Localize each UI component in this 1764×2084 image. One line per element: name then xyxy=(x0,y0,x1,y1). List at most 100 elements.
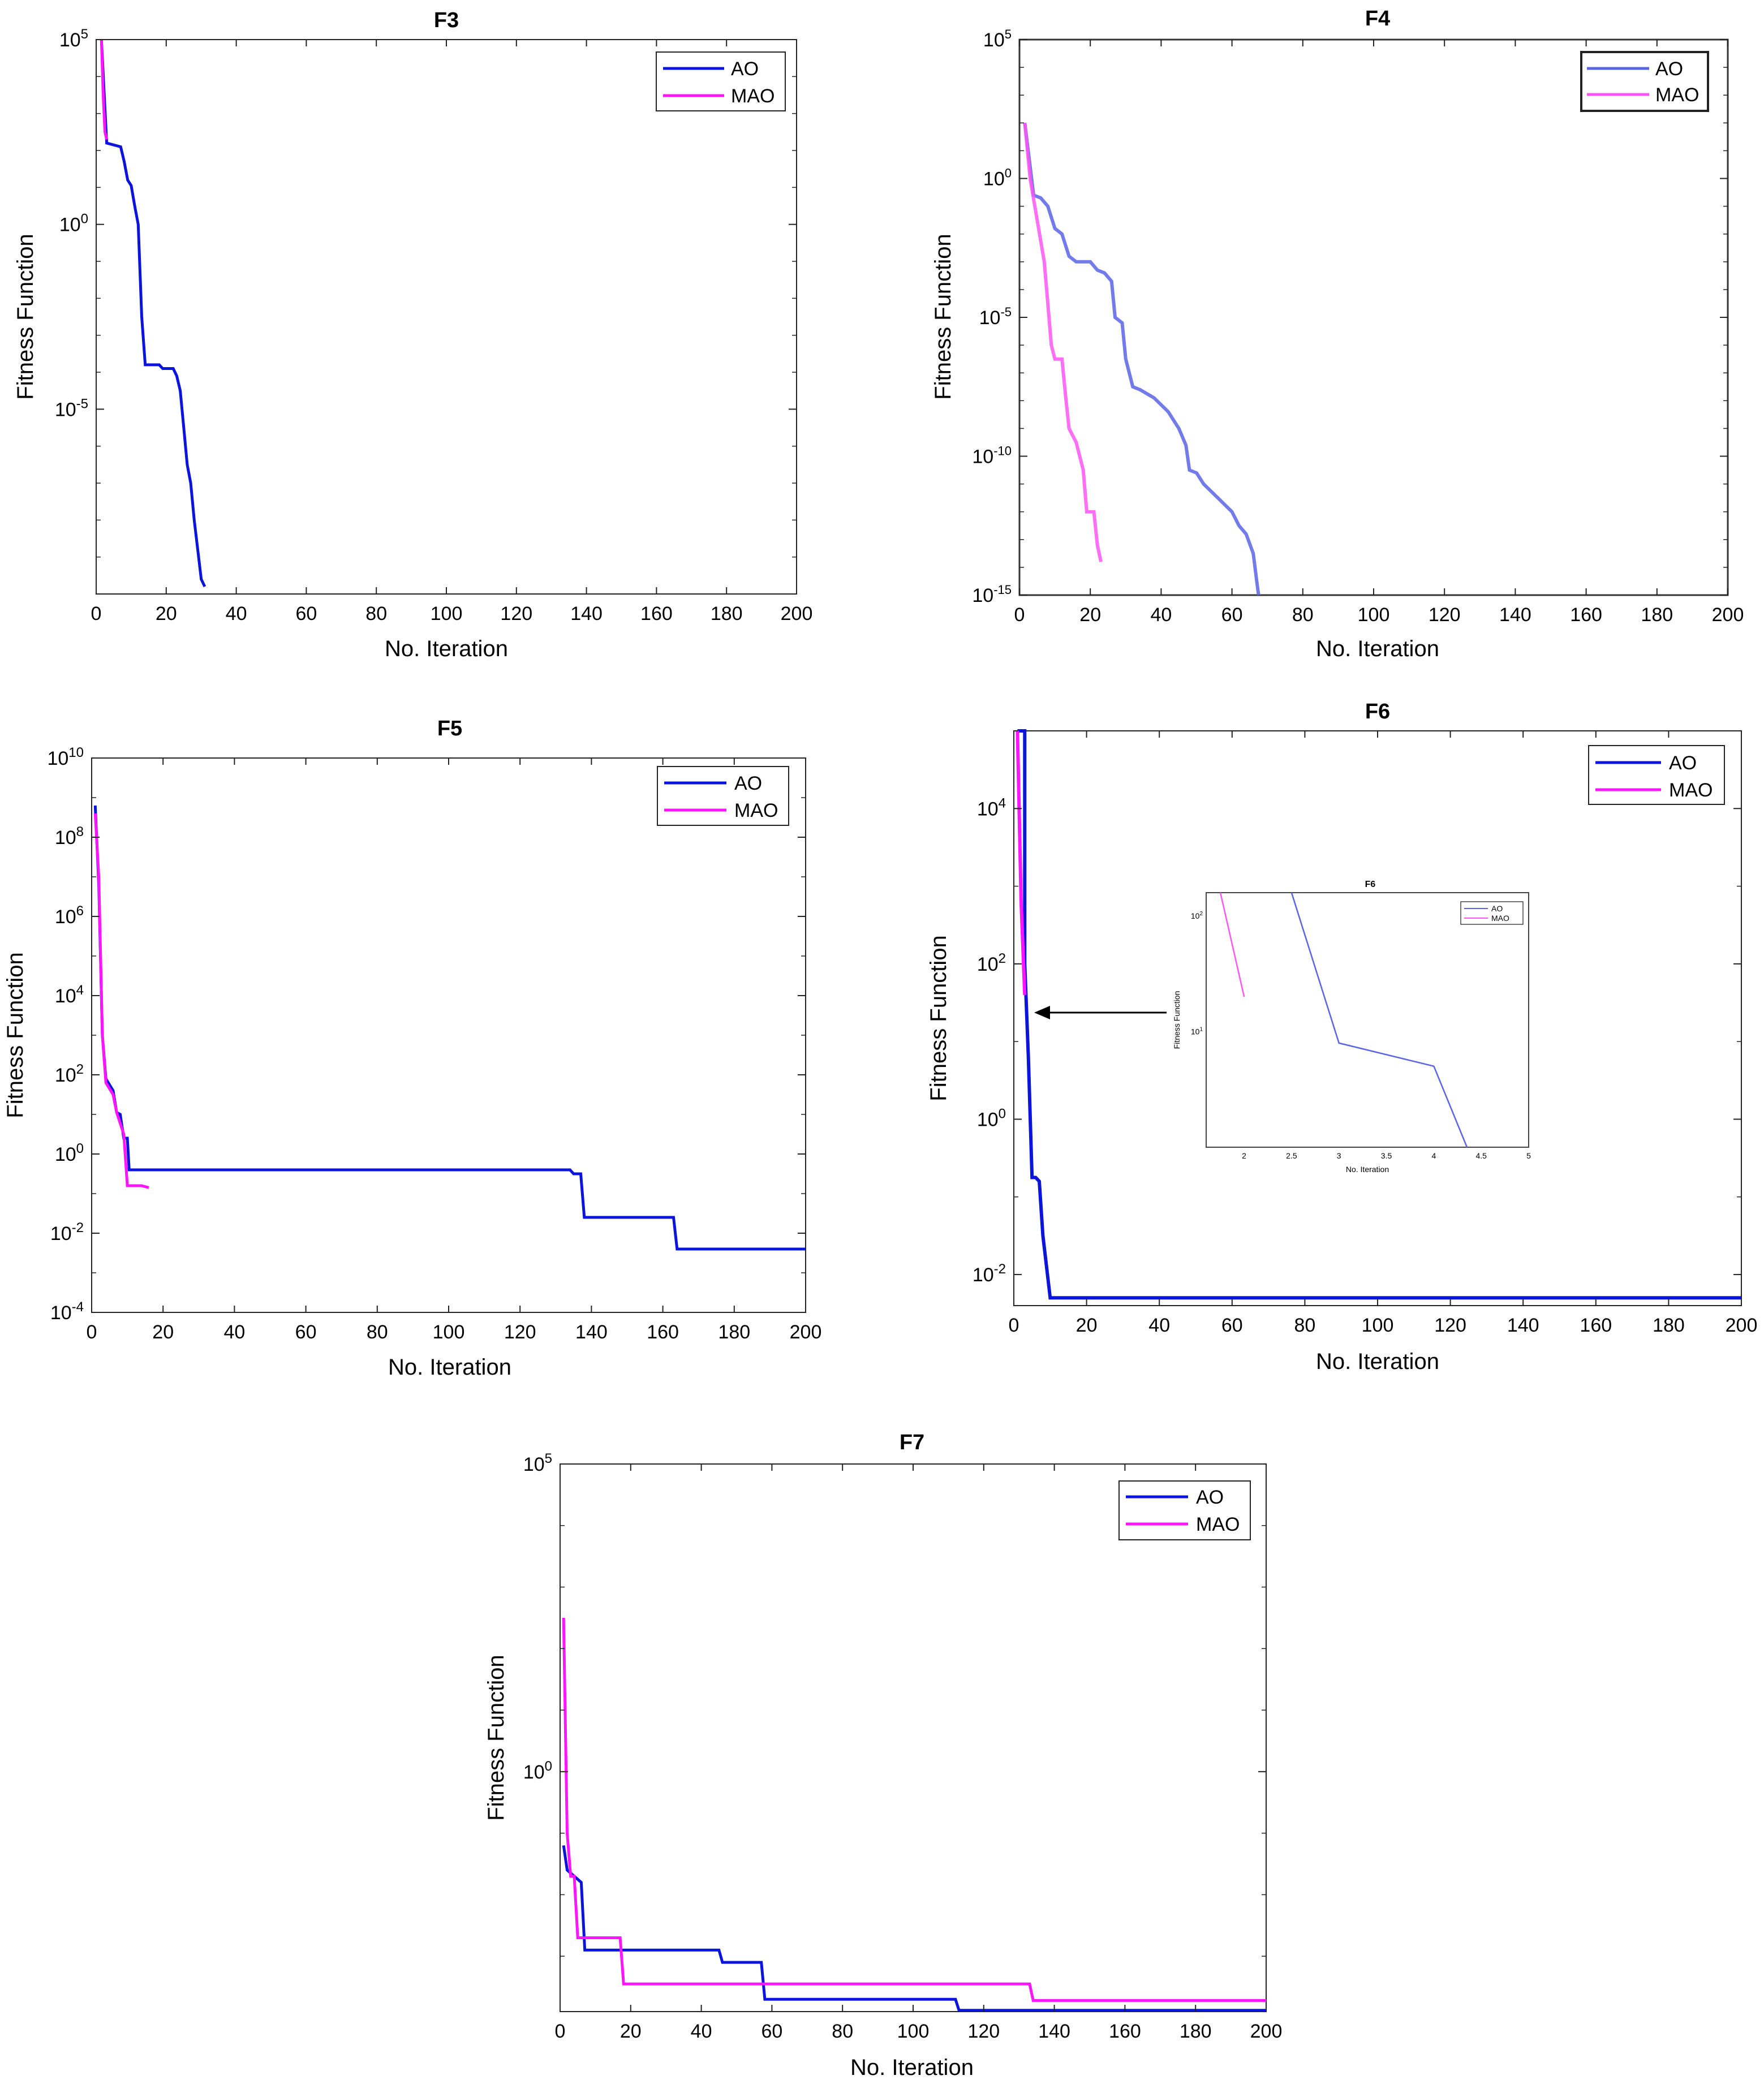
x-tick-label: 0 xyxy=(87,1321,97,1343)
legend-box xyxy=(1118,1480,1251,1540)
x-tick-labels: 0 20 40 60 80 100 120 140 160 180 200 xyxy=(91,603,813,625)
y-tick-label: 102 xyxy=(977,951,1006,975)
y-tick-labels: 105 100 xyxy=(523,1451,552,1783)
inset-title: F6 xyxy=(1365,880,1376,889)
y-tick-label: 105 xyxy=(59,27,88,51)
x-tick-label: 20 xyxy=(1076,1315,1098,1336)
series-line-ao xyxy=(93,805,806,1251)
x-tick-label: 200 xyxy=(1726,1315,1758,1336)
inset-series-line-mao xyxy=(1219,892,1245,997)
x-axis-label: No. Iteration xyxy=(1316,636,1439,661)
x-tick-label: 60 xyxy=(1221,604,1243,626)
x-tick-label: 180 xyxy=(1641,604,1673,626)
x-tick-label: 200 xyxy=(790,1321,822,1343)
legend-label-ao: AO xyxy=(1669,752,1697,774)
inset-series-lines xyxy=(1219,892,1468,1148)
x-tick-label: 100 xyxy=(1362,1315,1394,1336)
x-tick-label: 100 xyxy=(897,2021,930,2042)
x-tick-label: 20 xyxy=(152,1321,174,1343)
legend: AO MAO xyxy=(1580,51,1709,112)
x-tick-label: 140 xyxy=(1038,2021,1070,2042)
series-line-mao xyxy=(93,813,149,1189)
chart-f5: F5 0 20 40 60 80 100 120 140 160 180 200… xyxy=(3,717,821,1380)
x-tick-label: 180 xyxy=(718,1321,750,1343)
legend-box xyxy=(1588,745,1725,805)
series-line-mao xyxy=(100,39,109,140)
chart-f3: F3 0 20 40 60 80 100 120 140 160 180 200… xyxy=(13,8,812,661)
legend-label-ao: AO xyxy=(1655,58,1683,80)
legend-label-mao: MAO xyxy=(734,800,778,821)
inset-x-tick-label: 2 xyxy=(1242,1151,1246,1160)
legend-label-ao: AO xyxy=(1196,1487,1224,1508)
x-tick-label: 40 xyxy=(226,603,247,625)
inset-y-axis-label: Fitness Function xyxy=(1172,991,1181,1049)
y-tick-label: 104 xyxy=(977,795,1006,820)
x-tick-label: 120 xyxy=(967,2021,1000,2042)
x-tick-label: 0 xyxy=(1009,1315,1019,1336)
inset-x-tick-label: 3.5 xyxy=(1381,1151,1392,1160)
x-tick-label: 20 xyxy=(1079,604,1101,626)
y-tick-label: 10-10 xyxy=(972,444,1012,468)
inset-x-axis-label: No. Iteration xyxy=(1346,1165,1389,1174)
legend-box xyxy=(656,51,786,111)
y-tick-label: 100 xyxy=(55,1141,84,1165)
inset-series-line-ao xyxy=(1290,892,1468,1148)
x-tick-label: 200 xyxy=(781,603,813,625)
x-tick-label: 0 xyxy=(1014,604,1025,626)
legend-label-mao: MAO xyxy=(1655,84,1699,106)
legend-label-mao: MAO xyxy=(731,85,775,107)
inset-x-tick-labels: 2 2.5 3 3.5 4 4.5 5 xyxy=(1242,1151,1531,1160)
x-axis-label: No. Iteration xyxy=(385,636,508,661)
y-tick-label: 10-5 xyxy=(55,396,88,420)
y-tick-label: 108 xyxy=(55,824,84,849)
y-tick-label: 105 xyxy=(523,1451,552,1475)
inset-chart: F6 2 2.5 3 3.5 4 4.5 5 102 101 No. Itera… xyxy=(1172,880,1531,1174)
inset-legend-box xyxy=(1460,901,1524,925)
y-tick-label: 10-4 xyxy=(50,1299,84,1324)
x-tick-label: 160 xyxy=(1109,2021,1141,2042)
x-tick-label: 140 xyxy=(570,603,603,625)
legend: AO MAO xyxy=(657,766,789,826)
plot-area xyxy=(91,757,806,1313)
x-tick-label: 80 xyxy=(367,1321,388,1343)
chart-f7: F7 0 20 40 60 80 100 120 140 160 180 200… xyxy=(484,1431,1282,2080)
x-tick-label: 160 xyxy=(647,1321,679,1343)
x-tick-label: 120 xyxy=(1434,1315,1466,1336)
inset-legend-label-mao: MAO xyxy=(1491,914,1509,923)
x-tick-label: 100 xyxy=(431,603,463,625)
x-tick-label: 140 xyxy=(1507,1315,1539,1336)
x-tick-label: 80 xyxy=(832,2021,853,2042)
x-tick-label: 100 xyxy=(1358,604,1390,626)
series-lines xyxy=(1016,729,1741,1300)
x-tick-label: 160 xyxy=(1580,1315,1612,1336)
chart-f6: F6 0 20 40 60 80 100 120 140 160 180 200… xyxy=(926,700,1757,1374)
x-tick-label: 120 xyxy=(504,1321,536,1343)
series-line-ao xyxy=(1017,729,1741,1300)
y-tick-labels: 1010 108 106 104 102 100 10-2 10-4 xyxy=(47,745,84,1324)
chart-title: F4 xyxy=(1365,7,1390,31)
series-line-mao xyxy=(562,1617,1266,2002)
inset-y-tick-label: 101 xyxy=(1191,1026,1203,1036)
x-tick-label: 60 xyxy=(761,2021,782,2042)
x-tick-label: 120 xyxy=(500,603,532,625)
y-tick-labels: 105 100 10-5 xyxy=(55,27,88,420)
x-tick-labels: 0 20 40 60 80 100 120 140 160 180 200 xyxy=(87,1321,822,1343)
x-tick-label: 140 xyxy=(1499,604,1531,626)
x-tick-label: 0 xyxy=(91,603,102,625)
x-tick-label: 180 xyxy=(1180,2021,1212,2042)
x-tick-label: 80 xyxy=(1292,604,1314,626)
inset-x-tick-label: 3 xyxy=(1337,1151,1341,1160)
x-tick-label: 80 xyxy=(1294,1315,1315,1336)
x-axis-label: No. Iteration xyxy=(388,1355,511,1380)
series-line-ao xyxy=(100,39,206,587)
series-lines xyxy=(1023,122,1260,596)
legend-box xyxy=(657,766,789,826)
chart-f4: F4 0 20 40 60 80 100 120 140 160 180 200… xyxy=(931,7,1744,661)
x-tick-label: 120 xyxy=(1429,604,1461,626)
x-tick-labels: 0 20 40 60 80 100 120 140 160 180 200 xyxy=(1014,604,1744,626)
y-tick-labels: 104 102 100 10-2 xyxy=(973,795,1006,1286)
chart-title: F5 xyxy=(437,717,462,740)
x-tick-label: 180 xyxy=(711,603,743,625)
y-tick-label: 104 xyxy=(55,983,84,1007)
inset-x-tick-label: 5 xyxy=(1526,1151,1531,1160)
